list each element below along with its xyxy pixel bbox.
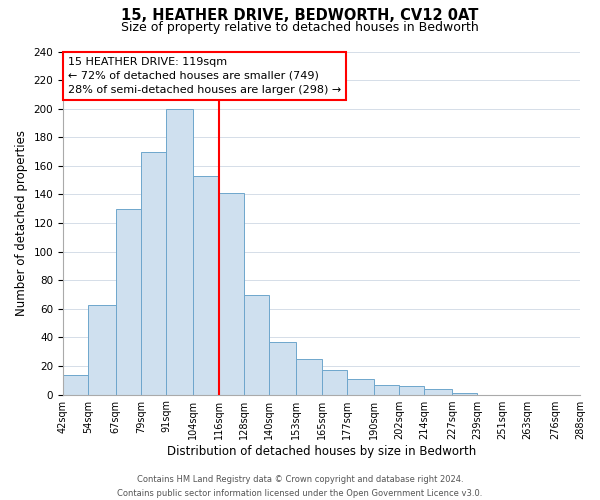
Text: Size of property relative to detached houses in Bedworth: Size of property relative to detached ho… — [121, 21, 479, 34]
Text: Contains HM Land Registry data © Crown copyright and database right 2024.
Contai: Contains HM Land Registry data © Crown c… — [118, 476, 482, 498]
Bar — [424, 389, 452, 394]
Bar — [296, 359, 322, 394]
Bar — [193, 176, 218, 394]
Bar — [141, 152, 166, 394]
Bar — [374, 384, 399, 394]
Bar — [88, 304, 116, 394]
Bar — [322, 370, 347, 394]
Bar — [244, 294, 269, 394]
Bar — [116, 208, 141, 394]
Bar — [347, 379, 374, 394]
X-axis label: Distribution of detached houses by size in Bedworth: Distribution of detached houses by size … — [167, 444, 476, 458]
Bar — [166, 108, 193, 395]
Bar — [269, 342, 296, 394]
Bar — [399, 386, 424, 394]
Bar — [63, 374, 88, 394]
Y-axis label: Number of detached properties: Number of detached properties — [15, 130, 28, 316]
Text: 15 HEATHER DRIVE: 119sqm
← 72% of detached houses are smaller (749)
28% of semi-: 15 HEATHER DRIVE: 119sqm ← 72% of detach… — [68, 56, 341, 94]
Text: 15, HEATHER DRIVE, BEDWORTH, CV12 0AT: 15, HEATHER DRIVE, BEDWORTH, CV12 0AT — [121, 8, 479, 22]
Bar — [452, 393, 477, 394]
Bar — [218, 193, 244, 394]
